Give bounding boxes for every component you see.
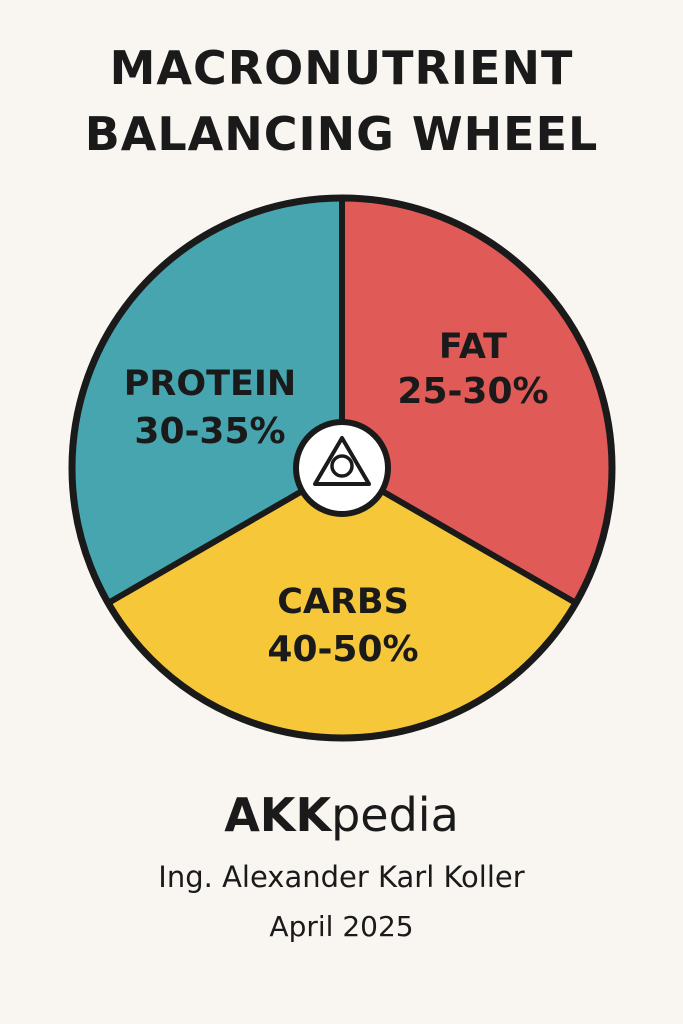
brand-bold: AKK [224, 788, 332, 842]
slice-label-carbs: CARBS [277, 582, 409, 622]
wheel-outline [68, 194, 616, 742]
center-circle [293, 419, 391, 517]
triangle-circle-icon [313, 436, 371, 486]
center-emblem [293, 419, 391, 517]
brand-regular: pedia [331, 788, 459, 842]
chart-title-line-1: MACRONUTRIENT [109, 41, 574, 95]
brand-logo: AKKpedia [0, 785, 683, 845]
slice-label-protein: PROTEIN [124, 364, 296, 404]
slice-range-protein: 30-35% [134, 411, 285, 452]
author-name: Ing. Alexander Karl Koller [158, 860, 525, 894]
slice-range-carbs: 40-50% [267, 629, 418, 670]
slice-range-fat: 25-30% [397, 371, 548, 412]
publication-date: April 2025 [269, 910, 414, 943]
pie-slices [68, 194, 616, 742]
slice-label-fat: FAT [439, 327, 507, 367]
chart-title-line-2: BALANCING WHEEL [84, 107, 599, 161]
